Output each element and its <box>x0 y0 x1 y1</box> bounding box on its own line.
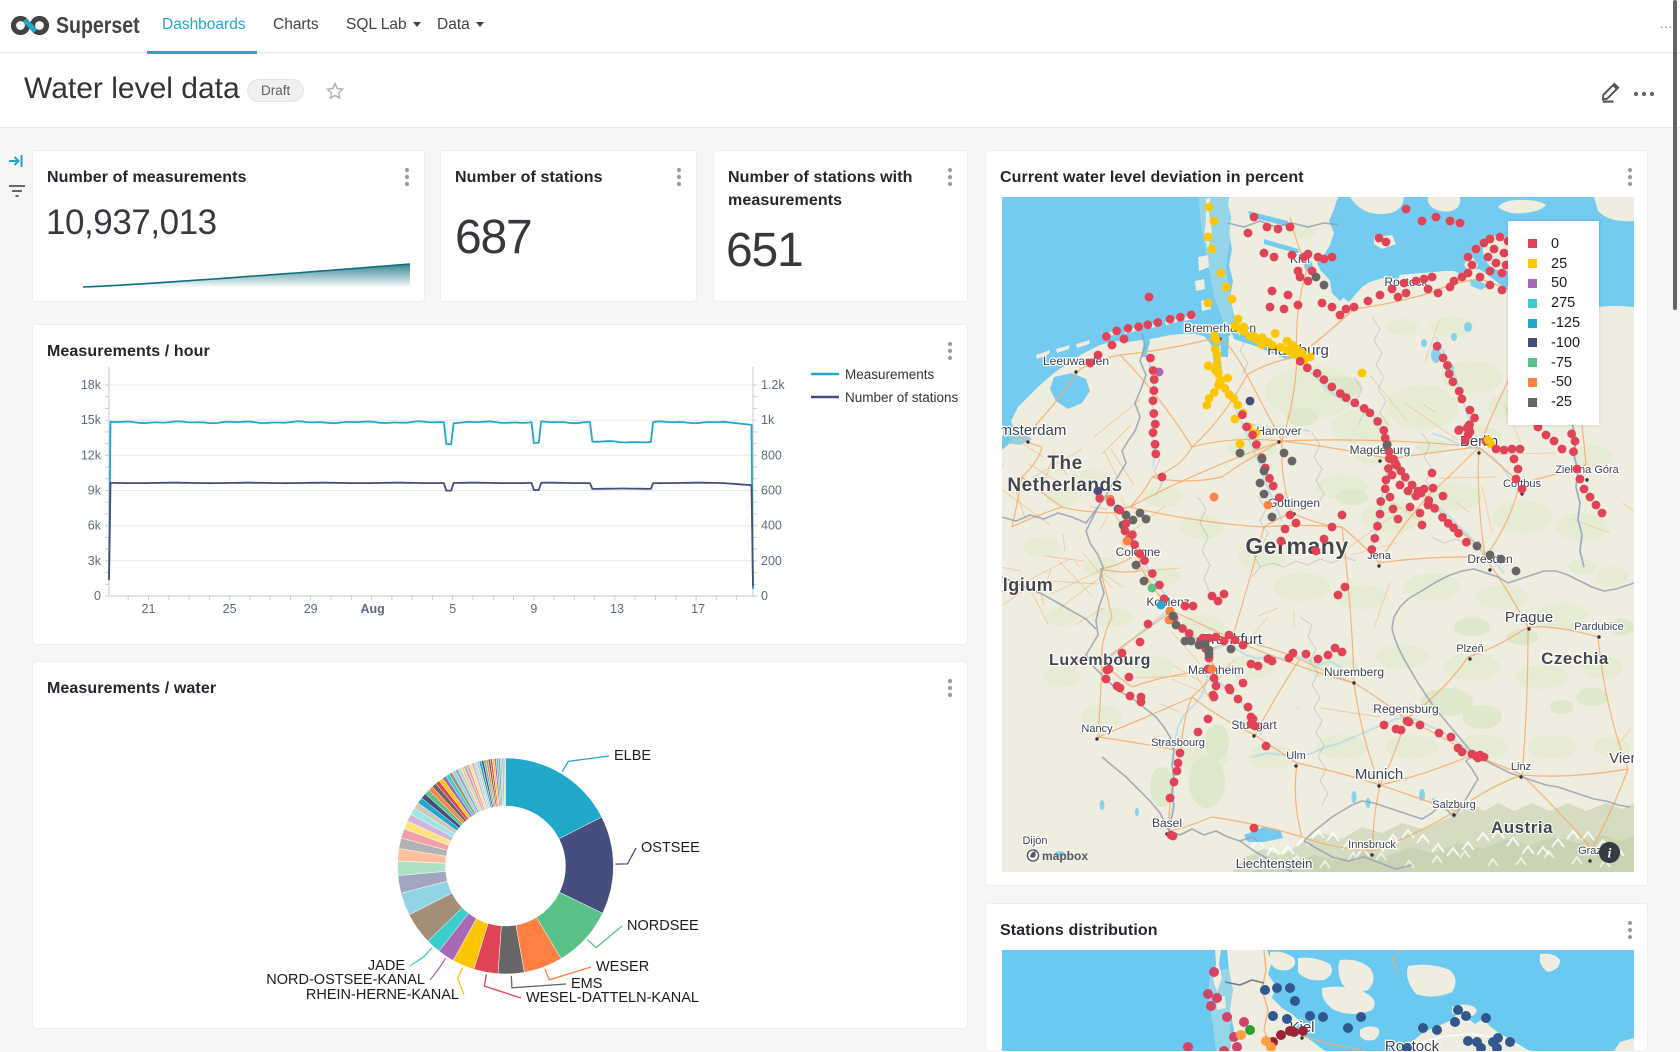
svg-text:Magdeburg: Magdeburg <box>1350 443 1411 457</box>
svg-text:400: 400 <box>761 519 782 533</box>
svg-text:Hanover: Hanover <box>1256 424 1301 438</box>
svg-text:Measurements: Measurements <box>845 367 935 382</box>
svg-text:Prague: Prague <box>1505 609 1553 626</box>
svg-text:17: 17 <box>691 602 705 616</box>
svg-text:RHEIN-HERNE-KANAL: RHEIN-HERNE-KANAL <box>306 987 459 1003</box>
svg-text:Belgium: Belgium <box>1002 575 1053 595</box>
svg-text:Munich: Munich <box>1355 766 1403 783</box>
svg-text:NORD-OSTSEE-KANAL: NORD-OSTSEE-KANAL <box>266 972 425 988</box>
svg-text:Luxembourg: Luxembourg <box>1049 652 1151 669</box>
svg-text:Rostock: Rostock <box>1385 1038 1440 1051</box>
svg-text:12k: 12k <box>81 448 102 462</box>
svg-text:Nuremberg: Nuremberg <box>1324 665 1384 679</box>
svg-text:WESER: WESER <box>596 959 649 975</box>
svg-text:Liechtenstein: Liechtenstein <box>1236 856 1313 871</box>
svg-text:Number of stations: Number of stations <box>845 390 959 405</box>
svg-text:Czechia: Czechia <box>1541 649 1609 668</box>
svg-text:15k: 15k <box>81 413 102 427</box>
svg-text:JADE: JADE <box>368 958 405 974</box>
svg-text:i: i <box>1608 845 1612 860</box>
svg-text:3k: 3k <box>88 554 102 568</box>
svg-text:200: 200 <box>761 554 782 568</box>
svg-text:Innsbruck: Innsbruck <box>1348 839 1396 851</box>
svg-text:Regensburg: Regensburg <box>1373 702 1438 716</box>
svg-text:Aug: Aug <box>360 602 384 616</box>
svg-text:The: The <box>1047 453 1082 474</box>
svg-text:Zielona Góra: Zielona Góra <box>1555 464 1619 476</box>
svg-text:OSTSEE: OSTSEE <box>641 840 700 856</box>
svg-text:800: 800 <box>761 448 782 462</box>
svg-text:1k: 1k <box>761 413 775 427</box>
svg-text:9: 9 <box>530 602 537 616</box>
svg-text:Amsterdam: Amsterdam <box>1002 422 1066 439</box>
svg-text:Netherlands: Netherlands <box>1007 475 1122 496</box>
svg-text:21: 21 <box>142 602 156 616</box>
svg-text:Austria: Austria <box>1491 818 1553 837</box>
svg-text:Linz: Linz <box>1511 761 1531 773</box>
svg-text:Basel: Basel <box>1152 816 1182 830</box>
svg-text:Graz: Graz <box>1578 845 1602 857</box>
svg-text:0: 0 <box>761 589 768 603</box>
svg-text:ELBE: ELBE <box>614 748 651 764</box>
svg-text:6k: 6k <box>88 519 102 533</box>
svg-text:9k: 9k <box>88 484 102 498</box>
svg-text:Ulm: Ulm <box>1286 750 1306 762</box>
svg-text:Strasbourg: Strasbourg <box>1151 737 1205 749</box>
svg-text:0: 0 <box>94 589 101 603</box>
svg-text:Germany: Germany <box>1245 533 1348 559</box>
svg-text:Plzeň: Plzeň <box>1456 643 1484 655</box>
svg-text:Salzburg: Salzburg <box>1432 799 1475 811</box>
svg-text:600: 600 <box>761 484 782 498</box>
svg-text:1.2k: 1.2k <box>761 378 785 392</box>
svg-text:Dijon: Dijon <box>1022 835 1047 847</box>
svg-text:5: 5 <box>449 602 456 616</box>
svg-text:18k: 18k <box>81 378 102 392</box>
svg-text:25: 25 <box>223 602 237 616</box>
svg-text:29: 29 <box>304 602 318 616</box>
svg-text:NORDSEE: NORDSEE <box>627 918 699 934</box>
svg-text:Vien: Vien <box>1609 750 1634 767</box>
svg-text:EMS: EMS <box>571 976 602 992</box>
svg-text:Pardubice: Pardubice <box>1574 621 1624 633</box>
svg-text:Nancy: Nancy <box>1081 723 1113 735</box>
svg-text:13: 13 <box>610 602 624 616</box>
svg-text:WESEL-DATTELN-KANAL: WESEL-DATTELN-KANAL <box>526 990 699 1006</box>
svg-text:mapbox: mapbox <box>1042 849 1088 863</box>
